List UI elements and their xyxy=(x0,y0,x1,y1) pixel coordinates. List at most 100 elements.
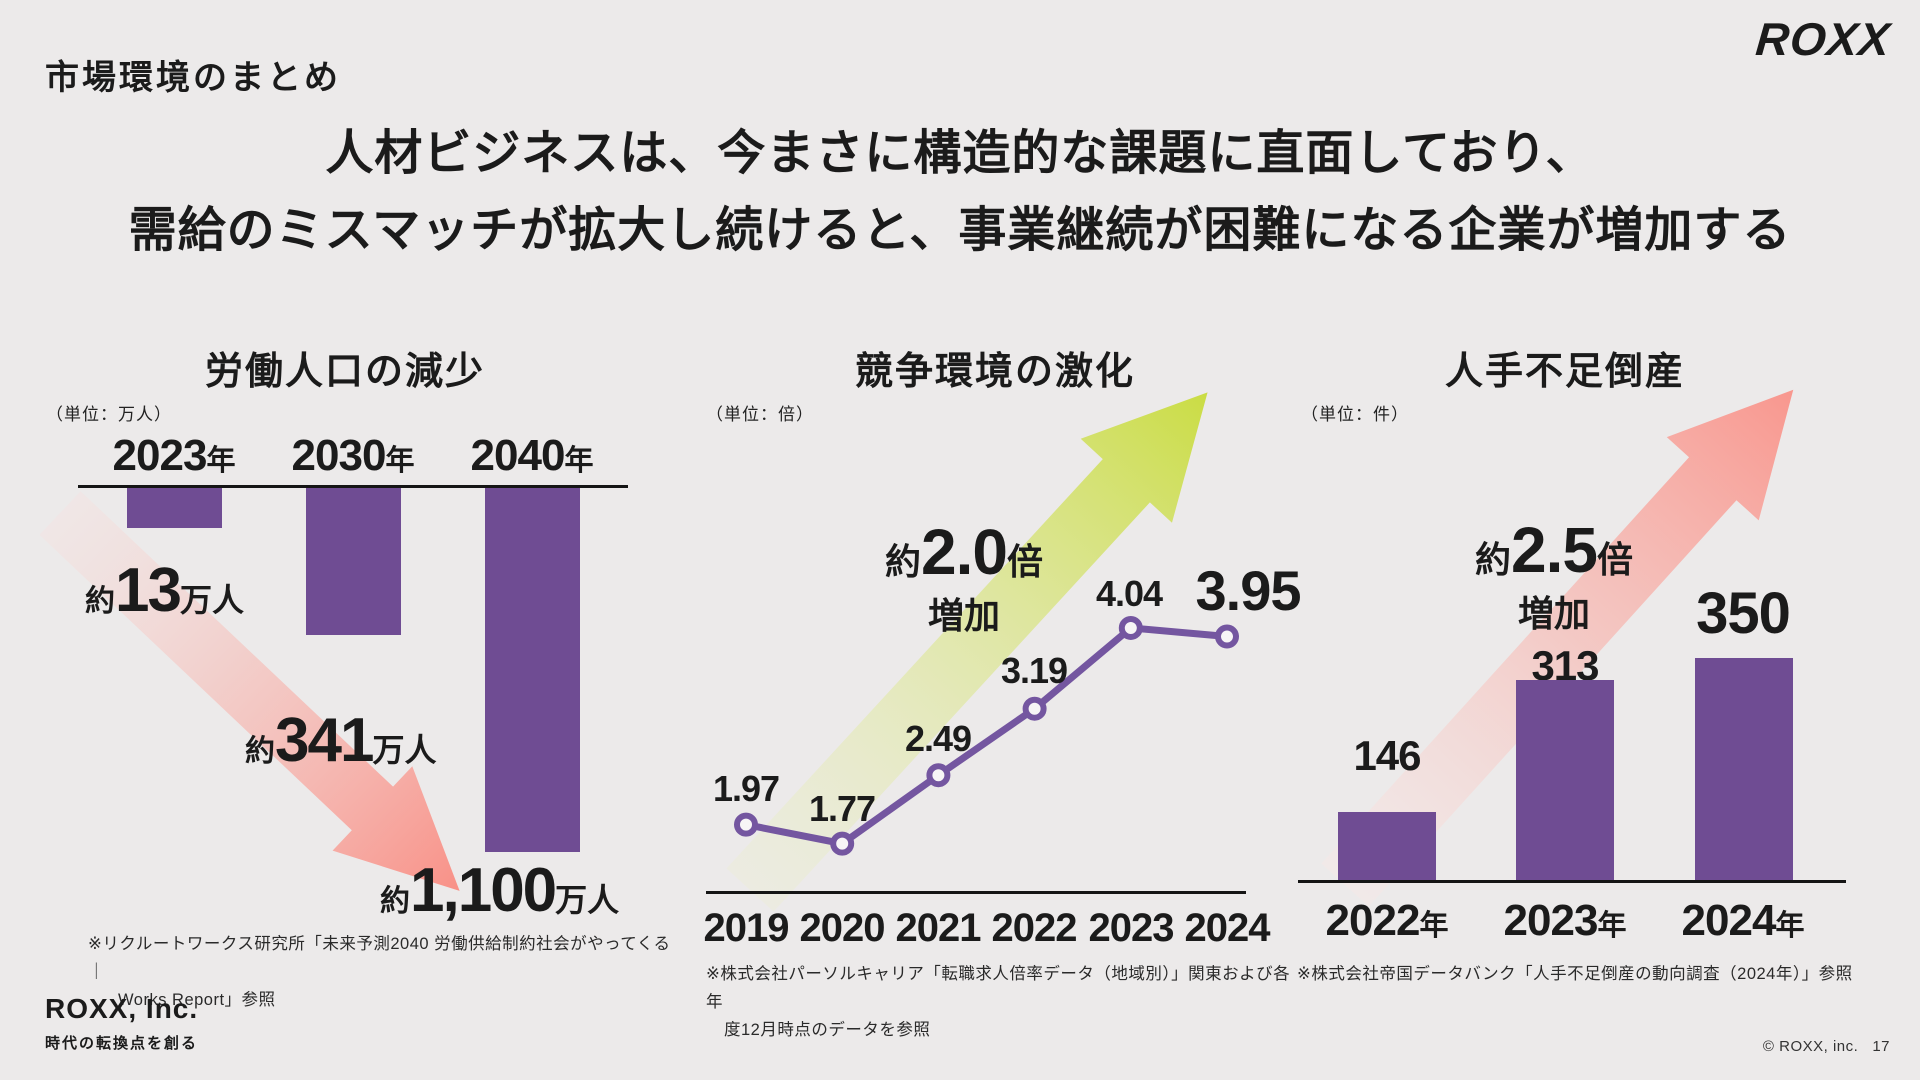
x-axis-label: 2020 xyxy=(799,906,886,950)
axis-baseline xyxy=(78,485,628,488)
category-year: 2023 xyxy=(112,431,208,480)
page-title: 市場環境のまとめ xyxy=(45,59,341,97)
category-year-suffix: 年 xyxy=(1419,910,1449,942)
annotation-prefix: 約 xyxy=(1475,539,1512,580)
unit-label: （単位：万人） xyxy=(46,405,172,424)
value-prefix: 約 xyxy=(85,585,115,618)
annotation-line2: 増加 xyxy=(927,595,1000,636)
value-number: 341 xyxy=(275,706,374,775)
chart-labor-population-decline: 労働人口の減少 （単位：万人） 2023年 2030年 2040年 約 13 万… xyxy=(40,328,680,1009)
source-note-line: ※株式会社パーソルキャリア「転職求人倍率データ（地域別）」関東および各年 xyxy=(706,965,1291,1012)
source-note-line: ※リクルートワークス研究所「未来予測2040 労働供給制約社会がやってくる｜ xyxy=(88,935,671,982)
annotation-number: 2.5 xyxy=(1511,514,1598,586)
data-point-marker xyxy=(734,812,758,837)
annotation-suffix: 倍 xyxy=(1006,541,1043,582)
source-note: ※株式会社パーソルキャリア「転職求人倍率データ（地域別）」関東および各年 度12… xyxy=(706,960,1300,1044)
category-year: 2030 xyxy=(291,431,387,480)
line-series xyxy=(745,624,1228,848)
trend-arrow-up-icon xyxy=(1321,389,1794,907)
data-point-marker xyxy=(1118,615,1143,640)
value-suffix: 万人 xyxy=(372,732,437,768)
bar-2040 xyxy=(485,488,580,852)
value-label-2023: 約 13 万人 xyxy=(85,560,244,622)
annotation-number: 2.0 xyxy=(921,516,1008,588)
footer-company: ROXX, Inc. xyxy=(45,993,199,1024)
data-point-marker xyxy=(1022,696,1047,721)
chart-competition-intensification: 競争環境の激化 （単位：倍） 約 2.0 倍 増加 1.97 1.77 2.49… xyxy=(700,328,1302,1039)
roxx-logo: ROXX xyxy=(1753,13,1893,65)
category-label-2040: 2040年 xyxy=(447,431,617,481)
x-axis-label: 2019 xyxy=(703,906,790,950)
value-suffix: 万人 xyxy=(555,882,620,918)
trend-arrow-down-icon xyxy=(40,491,460,891)
unit-label: （単位：倍） xyxy=(706,405,814,424)
growth-annotation-row: 約 2.0 倍 xyxy=(885,520,1043,585)
copyright-text: © ROXX, inc. xyxy=(1762,1038,1859,1055)
chart-title: 人手不足倒産 xyxy=(1444,351,1685,393)
source-note: ※株式会社帝国データバンク「人手不足倒産の動向調査（2024年）」参照 xyxy=(1297,960,1853,988)
data-point-label: 3.95 xyxy=(1195,559,1302,622)
unit-label: （単位：件） xyxy=(1301,405,1409,424)
annotation-suffix: 倍 xyxy=(1596,539,1633,580)
line-plot xyxy=(734,615,1239,856)
data-point-label: 1.77 xyxy=(808,788,876,829)
source-note-line: 度12月時点のデータを参照 xyxy=(724,1021,931,1040)
value-number: 1,100 xyxy=(410,856,557,925)
data-point-marker xyxy=(1215,624,1239,649)
category-year: 2024 xyxy=(1681,896,1777,945)
chart-labor-shortage-bankruptcies: 人手不足倒産 （単位：件） 約 2.5 倍 増加 146 313 350 202… xyxy=(1295,328,1920,988)
value-label-2022: 146 xyxy=(1353,732,1421,779)
x-axis-label: 2021 xyxy=(895,906,982,950)
bar-2024 xyxy=(1695,658,1793,880)
value-label-2030: 約 341 万人 xyxy=(245,710,436,772)
footer-copyright: © ROXX, inc. 17 xyxy=(1763,1038,1890,1055)
data-point-label: 3.19 xyxy=(1000,650,1068,691)
value-label-2040: 約 1,100 万人 xyxy=(380,860,619,922)
category-year-suffix: 年 xyxy=(564,445,594,477)
category-year-suffix: 年 xyxy=(385,445,415,477)
data-point-label: 1.97 xyxy=(712,768,780,809)
value-prefix: 約 xyxy=(380,885,410,918)
chart-title: 労働人口の減少 xyxy=(204,351,485,393)
growth-annotation: 約 2.0 倍 増加 xyxy=(885,520,1043,639)
bar-2023 xyxy=(1516,680,1614,880)
category-year-suffix: 年 xyxy=(206,445,236,477)
category-label-2024: 2024年 xyxy=(1658,896,1828,946)
data-point-label: 4.04 xyxy=(1095,573,1163,614)
page-number: 17 xyxy=(1872,1038,1890,1055)
value-label-2024: 350 xyxy=(1696,581,1791,646)
headline-line-2: 需給のミスマッチが拡大し続けると、事業継続が困難になる企業が増加する xyxy=(128,203,1792,257)
bar-2030 xyxy=(306,488,401,635)
growth-annotation-row: 約 2.5 倍 xyxy=(1475,518,1633,583)
axis-baseline xyxy=(1298,880,1846,883)
axis-baseline xyxy=(706,891,1246,894)
data-point-marker xyxy=(926,763,951,788)
chart-title: 競争環境の激化 xyxy=(854,351,1135,393)
value-number: 13 xyxy=(115,556,182,625)
category-year: 2022 xyxy=(1325,896,1421,945)
category-year-suffix: 年 xyxy=(1775,910,1805,942)
category-label-2023: 2023年 xyxy=(89,431,259,481)
data-point-label: 2.49 xyxy=(904,718,972,759)
bar-2022 xyxy=(1338,812,1436,880)
source-note: ※リクルートワークス研究所「未来予測2040 労働供給制約社会がやってくる｜ W… xyxy=(88,930,680,1014)
category-label-2030: 2030年 xyxy=(268,431,438,481)
value-prefix: 約 xyxy=(245,735,275,768)
value-suffix: 万人 xyxy=(179,582,244,618)
annotation-prefix: 約 xyxy=(885,541,922,582)
footer-tagline: 時代の転換点を創る xyxy=(45,1035,199,1052)
x-axis-label: 2024 xyxy=(1184,906,1271,950)
category-year: 2023 xyxy=(1503,896,1599,945)
source-note-line: ※株式会社帝国データバンク「人手不足倒産の動向調査（2024年）」参照 xyxy=(1297,965,1853,983)
category-label-2022: 2022年 xyxy=(1302,896,1472,946)
bar-2023 xyxy=(127,488,222,528)
annotation-line2: 増加 xyxy=(1517,593,1590,634)
category-year: 2040 xyxy=(470,431,566,480)
source-note-line: Works Report」参照 xyxy=(118,991,276,1010)
data-point-marker xyxy=(830,831,855,856)
x-axis-label: 2022 xyxy=(991,906,1078,950)
headline: 人材ビジネスは、今まさに構造的な課題に直面しており、 需給のミスマッチが拡大し続… xyxy=(0,116,1920,270)
trend-arrow-up-icon xyxy=(726,392,1208,912)
x-axis-label: 2023 xyxy=(1088,906,1175,950)
